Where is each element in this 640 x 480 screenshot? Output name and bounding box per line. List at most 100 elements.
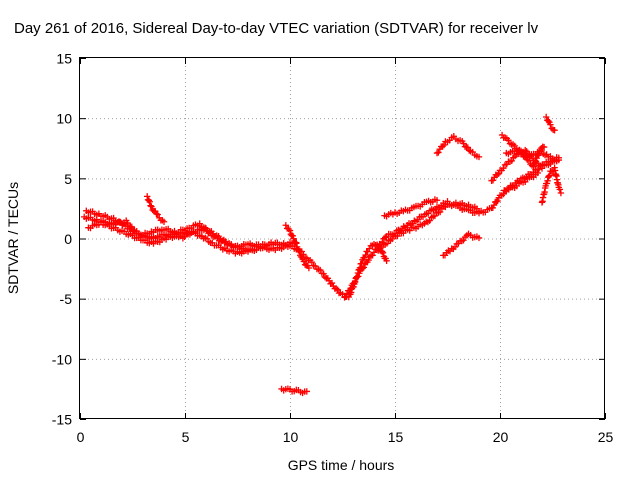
data-point (153, 210, 160, 217)
data-point (532, 158, 540, 165)
y-tick-label: 5 (64, 171, 72, 187)
data-point (356, 270, 363, 277)
data-point (360, 264, 367, 271)
data-point (342, 293, 349, 300)
data-point (147, 202, 154, 209)
data-point (545, 117, 552, 125)
data-point (494, 197, 501, 205)
series-track-15 (501, 169, 541, 195)
data-point (553, 157, 560, 165)
data-point (440, 141, 448, 149)
data-point (366, 253, 373, 260)
series-track-17 (543, 113, 558, 134)
chart-title: Day 261 of 2016, Sidereal Day-to-day VTE… (14, 20, 539, 37)
data-point (435, 149, 442, 156)
data-point (303, 388, 310, 395)
data-point (530, 163, 537, 170)
data-point (320, 270, 327, 277)
series-track-9 (381, 196, 441, 220)
y-tick-label: 10 (56, 111, 72, 127)
data-point (493, 198, 500, 205)
series-track-7 (341, 198, 483, 301)
data-point (292, 239, 299, 246)
data-point (347, 285, 354, 293)
x-tick-label: 10 (283, 429, 299, 445)
series-track-5 (282, 222, 313, 272)
data-point (544, 177, 551, 185)
data-point (300, 258, 308, 265)
data-point (160, 218, 168, 225)
data-point (333, 285, 340, 292)
data-point (543, 113, 550, 121)
data-point (509, 141, 517, 148)
y-axis-label: SDTVAR / TECUs (5, 182, 21, 294)
x-tick-label: 5 (182, 429, 190, 445)
data-point (460, 237, 467, 244)
data-point (296, 248, 303, 255)
data-point (124, 219, 131, 227)
data-point (490, 201, 498, 209)
data-point (341, 294, 348, 301)
data-point (148, 203, 155, 210)
data-point (439, 143, 446, 150)
data-point (394, 232, 401, 240)
data-point (460, 140, 467, 147)
data-point (365, 256, 372, 264)
x-axis-label: GPS time / hours (288, 457, 395, 473)
data-point (282, 222, 289, 229)
series-track-6 (278, 385, 310, 397)
data-point (495, 170, 502, 177)
series-track-14 (503, 146, 560, 165)
data-point (523, 148, 530, 155)
data-point (290, 235, 297, 242)
data-point (382, 234, 389, 241)
series-track-10 (433, 133, 483, 161)
data-point (355, 273, 362, 280)
data-point (351, 277, 359, 285)
data-point (505, 137, 512, 144)
y-tick-label: 0 (64, 231, 72, 247)
series-track-16 (538, 164, 565, 206)
data-point (328, 279, 336, 287)
data-point (508, 157, 515, 165)
data-point (531, 159, 539, 166)
data-point (286, 227, 294, 234)
series-track-3 (85, 218, 390, 301)
axis-ticks: 0 5 10 15 20 25 15 10 5 0 -5 -10 -15 (52, 51, 614, 446)
data-point (475, 234, 483, 242)
y-tick-label: 15 (56, 51, 72, 67)
data-point (334, 286, 341, 293)
data-point (369, 252, 376, 259)
data-point (370, 249, 378, 256)
data-point (547, 121, 554, 128)
series-track-11 (440, 230, 483, 259)
data-point (362, 251, 369, 259)
data-points (81, 113, 565, 397)
data-point (144, 193, 151, 200)
data-point (383, 240, 391, 247)
data-point (305, 264, 313, 272)
data-point (321, 273, 329, 281)
y-tick-label: -5 (60, 291, 73, 307)
data-point (466, 147, 473, 154)
data-point (489, 177, 497, 184)
x-tick-label: 20 (493, 429, 509, 445)
data-point (145, 197, 153, 204)
data-point (383, 257, 390, 265)
data-point (359, 265, 366, 272)
data-point (546, 172, 553, 179)
x-tick-label: 25 (598, 429, 614, 445)
data-point (433, 197, 441, 204)
y-tick-label: -15 (52, 412, 72, 428)
plot-frame (79, 57, 605, 419)
data-point (317, 266, 324, 274)
data-point (308, 258, 316, 266)
data-point (540, 143, 548, 151)
data-point (500, 190, 507, 198)
data-point (494, 171, 501, 179)
data-point (146, 198, 153, 205)
data-point (464, 144, 471, 151)
data-point (293, 240, 300, 247)
x-tick-label: 0 (77, 429, 85, 445)
